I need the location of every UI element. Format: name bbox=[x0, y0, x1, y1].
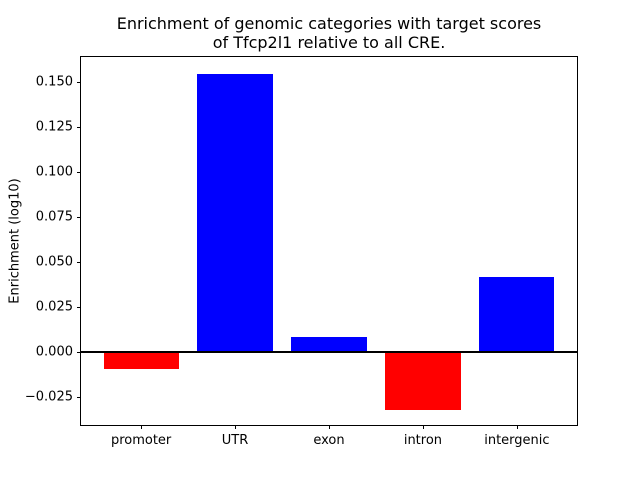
y-tick-mark bbox=[77, 171, 81, 173]
x-tick-mark bbox=[516, 425, 518, 429]
x-tick-label-promoter: promoter bbox=[110, 433, 172, 448]
y-tick-label: −0.025 bbox=[24, 389, 73, 405]
x-tick-label-exon: exon bbox=[313, 433, 345, 448]
y-tick-label: 0.100 bbox=[35, 164, 73, 180]
bar-UTR bbox=[197, 74, 273, 352]
x-tick-mark bbox=[141, 425, 143, 429]
bar-intergenic bbox=[479, 276, 555, 352]
y-tick-mark bbox=[77, 396, 81, 398]
y-tick-mark bbox=[77, 127, 81, 128]
y-tick-label: 0.125 bbox=[35, 119, 73, 135]
chart-title-line1: Enrichment of genomic categories with ta… bbox=[116, 14, 542, 33]
x-tick-mark bbox=[329, 425, 330, 429]
x-tick-label-intergenic: intergenic bbox=[484, 433, 550, 448]
y-tick-mark bbox=[77, 216, 81, 218]
y-tick-mark bbox=[77, 306, 81, 308]
chart-title-line2: of Tfcp2l1 relative to all CRE. bbox=[212, 33, 446, 52]
bar-intron bbox=[385, 351, 461, 410]
y-tick-label: 0.000 bbox=[35, 344, 73, 360]
plot-area: 0.150 0.125 0.100 0.075 0.050 0.025 0.000 −0.02… bbox=[25, 56, 578, 448]
zero-line bbox=[81, 350, 577, 353]
y-tick-label: 0.050 bbox=[35, 254, 73, 270]
y-tick-mark bbox=[77, 82, 81, 83]
x-tick-label-intron: intron bbox=[403, 433, 443, 448]
x-tick-label-UTR: UTR bbox=[221, 433, 249, 448]
y-tick-label: 0.075 bbox=[35, 209, 73, 225]
y-tick-label: 0.150 bbox=[35, 74, 73, 90]
bar-exon bbox=[291, 337, 367, 352]
bar-promoter bbox=[103, 351, 179, 369]
chart-title: Enrichment of genomic categories with ta… bbox=[81, 14, 577, 52]
x-tick-mark bbox=[422, 425, 424, 429]
x-tick-mark bbox=[235, 425, 237, 429]
y-axis-label: Enrichment (log10) bbox=[7, 178, 23, 304]
y-tick-mark bbox=[77, 351, 81, 353]
y-tick-mark bbox=[77, 261, 81, 263]
y-tick-label: 0.025 bbox=[35, 299, 73, 315]
